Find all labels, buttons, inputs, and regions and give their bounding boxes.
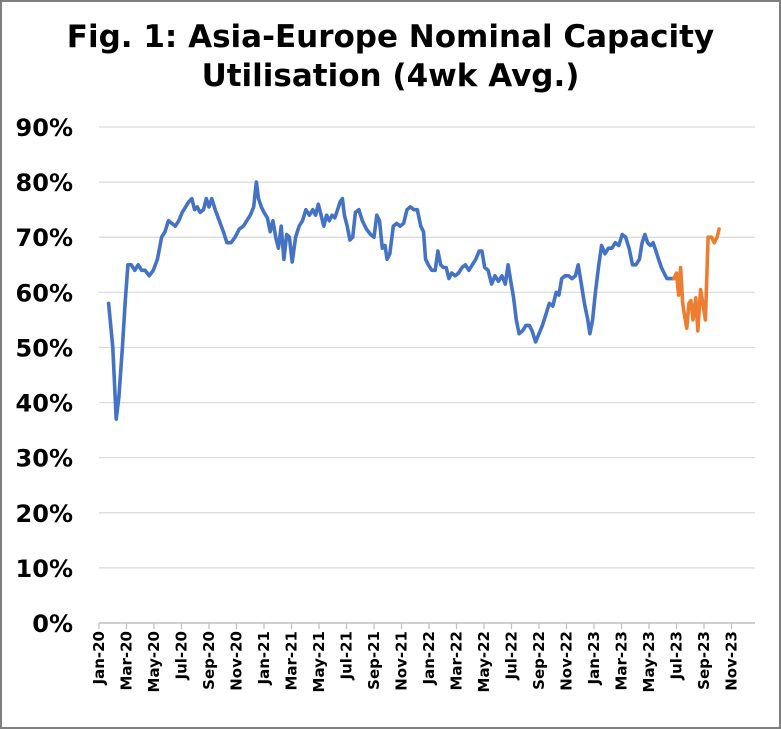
x-tick-label: Jan-23 — [585, 631, 603, 685]
x-tick-label: Sep-20 — [200, 631, 218, 690]
y-tick-label: 0% — [32, 610, 73, 638]
x-tick-label: May-21 — [310, 631, 328, 692]
x-tick-label: Mar-21 — [283, 631, 301, 691]
y-tick-label: 70% — [16, 224, 73, 252]
y-tick-label: 50% — [16, 334, 73, 362]
x-tick-label: Mar-20 — [118, 631, 136, 691]
x-tick-label: Jan-20 — [90, 631, 108, 685]
x-tick-label: Mar-23 — [613, 631, 631, 691]
x-tick-label: Nov-20 — [228, 631, 246, 691]
y-tick-label: 80% — [16, 169, 73, 197]
y-tick-label: 60% — [16, 279, 73, 307]
x-tick-label: May-22 — [475, 631, 493, 692]
x-tick-label: Jul-21 — [338, 631, 356, 681]
x-tick-label: Sep-23 — [695, 631, 713, 690]
y-tick-label: 90% — [16, 114, 73, 142]
y-tick-label: 20% — [16, 500, 73, 528]
x-tick-label: Jul-23 — [668, 631, 686, 681]
x-tick-label: Nov-23 — [723, 631, 741, 691]
x-tick-label: May-20 — [145, 631, 163, 692]
y-tick-label: 30% — [16, 445, 73, 473]
chart-title: Fig. 1: Asia-Europe Nominal Capacity Uti… — [2, 18, 779, 96]
x-tick-label: Jan-22 — [420, 631, 438, 685]
x-tick-label: Sep-21 — [365, 631, 383, 690]
x-tick-label: Mar-22 — [448, 631, 466, 691]
x-tick-label: Nov-21 — [393, 631, 411, 691]
chart-title-line-1: Fig. 1: Asia-Europe Nominal Capacity — [66, 19, 715, 55]
x-tick-label: Jul-20 — [173, 631, 191, 681]
x-tick-label: May-23 — [640, 631, 658, 692]
y-tick-label: 10% — [16, 555, 73, 583]
series-line-1 — [106, 180, 676, 421]
y-tick-label: 40% — [16, 390, 73, 418]
chart-title-line-2: Utilisation (4wk Avg.) — [201, 58, 580, 94]
x-tick-label: Nov-22 — [558, 631, 576, 691]
x-tick-label: Jul-22 — [503, 631, 521, 681]
x-tick-label: Sep-22 — [530, 631, 548, 690]
series-line-2 — [672, 227, 721, 333]
x-tick-label: Jan-21 — [255, 631, 273, 685]
